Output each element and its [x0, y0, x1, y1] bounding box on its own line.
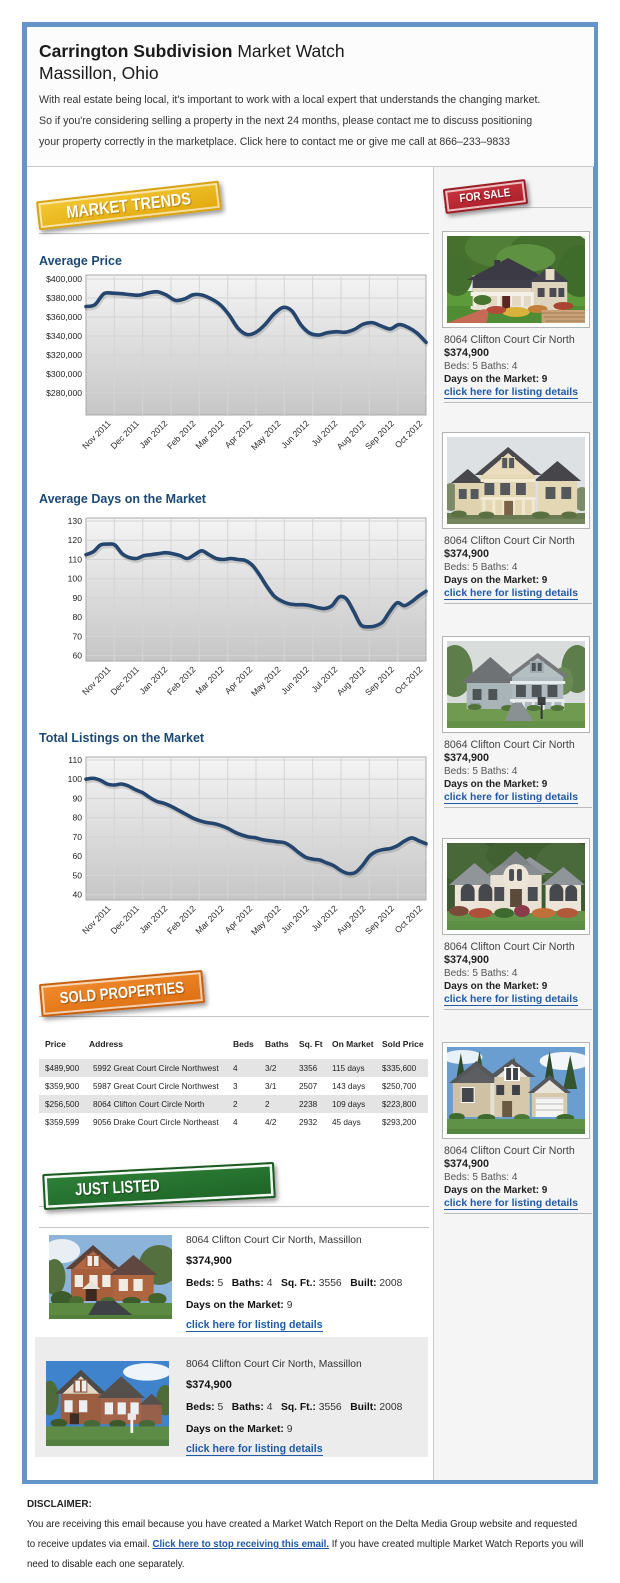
svg-text:May 2012: May 2012 [249, 903, 283, 937]
svg-text:Jun 2012: Jun 2012 [279, 418, 311, 450]
svg-text:110: 110 [68, 555, 82, 565]
svg-text:60: 60 [72, 851, 82, 861]
svg-text:Aug 2012: Aug 2012 [335, 903, 368, 936]
svg-text:70: 70 [72, 832, 82, 842]
svg-text:70: 70 [72, 631, 82, 641]
svg-text:May 2012: May 2012 [249, 418, 283, 452]
svg-text:130: 130 [68, 516, 83, 526]
svg-text:Feb 2012: Feb 2012 [165, 664, 198, 697]
svg-text:40: 40 [72, 890, 82, 900]
svg-text:Sep 2012: Sep 2012 [363, 418, 396, 451]
svg-text:Feb 2012: Feb 2012 [165, 418, 198, 451]
svg-text:Mar 2012: Mar 2012 [193, 903, 226, 936]
svg-text:Sep 2012: Sep 2012 [363, 664, 396, 697]
svg-text:120: 120 [68, 535, 83, 545]
svg-text:110: 110 [68, 755, 82, 765]
svg-text:Nov 2011: Nov 2011 [80, 664, 113, 697]
svg-text:Aug 2012: Aug 2012 [335, 664, 368, 697]
svg-text:May 2012: May 2012 [249, 664, 283, 698]
svg-text:80: 80 [72, 813, 82, 823]
svg-text:Mar 2012: Mar 2012 [193, 664, 226, 697]
svg-text:60: 60 [72, 651, 82, 661]
svg-text:90: 90 [72, 794, 82, 804]
svg-text:Mar 2012: Mar 2012 [193, 418, 226, 451]
svg-text:Dec 2011: Dec 2011 [108, 664, 141, 697]
svg-text:50: 50 [72, 870, 82, 880]
svg-text:$340,000: $340,000 [46, 331, 82, 341]
svg-text:80: 80 [72, 612, 82, 622]
svg-text:Sep 2012: Sep 2012 [363, 903, 396, 936]
svg-text:Jan 2012: Jan 2012 [137, 903, 169, 935]
svg-text:$320,000: $320,000 [46, 350, 82, 360]
svg-text:Jun 2012: Jun 2012 [279, 664, 311, 696]
svg-text:Jan 2012: Jan 2012 [137, 418, 169, 450]
svg-text:Dec 2011: Dec 2011 [108, 418, 141, 451]
svg-text:Jan 2012: Jan 2012 [137, 664, 169, 696]
svg-text:100: 100 [68, 774, 83, 784]
svg-text:Nov 2011: Nov 2011 [80, 903, 113, 936]
svg-text:Oct 2012: Oct 2012 [393, 418, 425, 450]
svg-text:100: 100 [68, 574, 83, 584]
svg-text:$400,000: $400,000 [46, 274, 82, 284]
svg-text:Aug 2012: Aug 2012 [335, 418, 368, 451]
svg-text:Jun 2012: Jun 2012 [279, 903, 311, 935]
svg-text:$360,000: $360,000 [46, 312, 82, 322]
svg-text:$300,000: $300,000 [46, 369, 82, 379]
svg-text:90: 90 [72, 593, 82, 603]
svg-text:Oct 2012: Oct 2012 [393, 664, 425, 696]
svg-text:$380,000: $380,000 [46, 293, 82, 303]
svg-text:Feb 2012: Feb 2012 [165, 903, 198, 936]
svg-text:Dec 2011: Dec 2011 [108, 903, 141, 936]
svg-text:Oct 2012: Oct 2012 [393, 903, 425, 935]
svg-text:$280,000: $280,000 [46, 388, 82, 398]
svg-text:Nov 2011: Nov 2011 [80, 418, 113, 451]
